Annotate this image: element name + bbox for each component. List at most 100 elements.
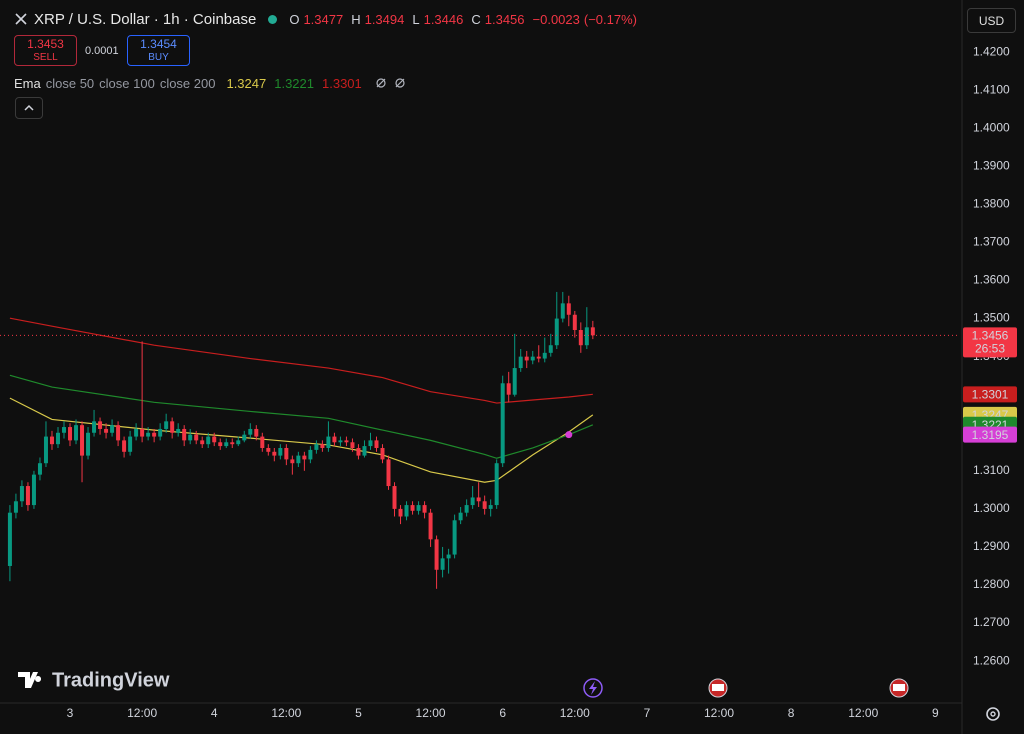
y-tick-label: 1.3600 (973, 273, 1010, 287)
y-tick-label: 1.2800 (973, 577, 1010, 591)
candle-body (338, 440, 343, 443)
candle-body (25, 486, 30, 506)
candle-body (566, 303, 571, 315)
event-icon-bolt (589, 681, 597, 695)
close-icon[interactable] (14, 12, 28, 26)
ohlc-key: L (412, 11, 420, 27)
candle-body (128, 436, 133, 452)
ema-line (9, 397, 594, 483)
candle-body (536, 356, 541, 359)
candle-body (470, 497, 475, 506)
collapse-button[interactable] (15, 97, 43, 119)
change-pct: (−0.17%) (583, 11, 637, 27)
candle-body (344, 440, 349, 443)
x-tick-label: 7 (644, 706, 651, 720)
y-tick-label: 1.2700 (973, 615, 1010, 629)
candle-body (542, 352, 547, 359)
gear-center (990, 711, 996, 717)
candle-body (512, 368, 517, 395)
candle-body (7, 512, 12, 566)
candle-body (428, 512, 433, 540)
candle-body (266, 447, 271, 452)
candle-body (308, 449, 313, 460)
legend-icon[interactable] (394, 77, 406, 89)
watermark: TradingView (52, 669, 170, 691)
sell-price: 1.3453 (27, 36, 64, 51)
candle-body (140, 428, 145, 437)
price-tag-label: 1.3195 (972, 428, 1009, 442)
candle-body (55, 432, 60, 445)
header: XRP / U.S. Dollar · 1h · Coinbase O 1.347… (14, 8, 637, 30)
candle-body (122, 440, 127, 452)
candle-body (212, 436, 217, 443)
indicator-name: Ema (14, 75, 41, 91)
candle-body (80, 425, 85, 456)
candle-body (404, 505, 409, 517)
y-tick-label: 1.3500 (973, 311, 1010, 325)
price-tag-label: 1.3456 (972, 328, 1009, 342)
currency-button[interactable]: USD (967, 8, 1016, 33)
candle-body (356, 447, 361, 456)
event-icon[interactable] (583, 678, 603, 698)
candle-body (260, 436, 265, 448)
candle-body (68, 427, 73, 441)
candle-body (116, 425, 121, 441)
candle-body (530, 356, 535, 361)
candle-body (446, 554, 451, 559)
candle-body (332, 436, 337, 443)
candle-body (248, 428, 253, 435)
candles (7, 291, 595, 589)
buy-price: 1.3454 (140, 36, 177, 51)
candle-body (98, 421, 103, 429)
y-tick-label: 1.4000 (973, 120, 1010, 134)
ohlc-value: 1.3494 (364, 11, 405, 27)
candle-body (170, 421, 175, 433)
settings-icon[interactable] (986, 707, 1000, 721)
price-tag (963, 327, 1017, 358)
candle-body (104, 428, 109, 433)
candle-body (464, 505, 469, 513)
candle-body (218, 442, 223, 447)
gear[interactable] (986, 707, 1000, 721)
price-tag (963, 386, 1017, 403)
tradingview-logo: TradingView (18, 669, 170, 691)
candle-body (284, 447, 289, 460)
candle-body (584, 327, 589, 346)
y-tick-label: 1.3900 (973, 159, 1010, 173)
x-tick-label: 12:00 (848, 706, 878, 720)
candle-body (74, 425, 79, 441)
candle-body (548, 345, 553, 353)
sell-label: SELL (33, 51, 58, 63)
candle-body (182, 428, 187, 441)
x-tick-label: 4 (211, 706, 218, 720)
x-tick-label: 5 (355, 706, 362, 720)
candle-body (158, 428, 163, 437)
symbol-title: XRP / U.S. Dollar · 1h · Coinbase (34, 10, 257, 28)
candle-body (572, 314, 577, 330)
ema-value: 1.3221 (274, 75, 314, 91)
ema-value: 1.3247 (226, 75, 267, 91)
buy-button[interactable]: 1.3454 BUY (127, 35, 190, 66)
sell-button[interactable]: 1.3453 SELL (14, 35, 77, 66)
candle-body (13, 501, 18, 513)
candle-body (452, 520, 457, 555)
candle-body (206, 436, 211, 445)
candle-body (152, 432, 157, 437)
legend-icon[interactable] (375, 77, 387, 89)
candle-body (434, 539, 439, 570)
candle-body (416, 505, 421, 511)
candle-body (146, 432, 151, 437)
ohlc-key: O (289, 11, 300, 27)
y-tick-label: 1.4100 (973, 82, 1010, 96)
candle-body (482, 501, 487, 509)
y-tick-label: 1.3000 (973, 501, 1010, 515)
candle-body (230, 442, 235, 445)
candle-body (350, 442, 355, 448)
ohlc-key: H (351, 11, 361, 27)
candle-body (19, 486, 24, 502)
candle-body (500, 383, 505, 464)
x-tick-label: 9 (932, 706, 939, 720)
candle-body (62, 427, 66, 433)
logo-icon (18, 672, 42, 688)
